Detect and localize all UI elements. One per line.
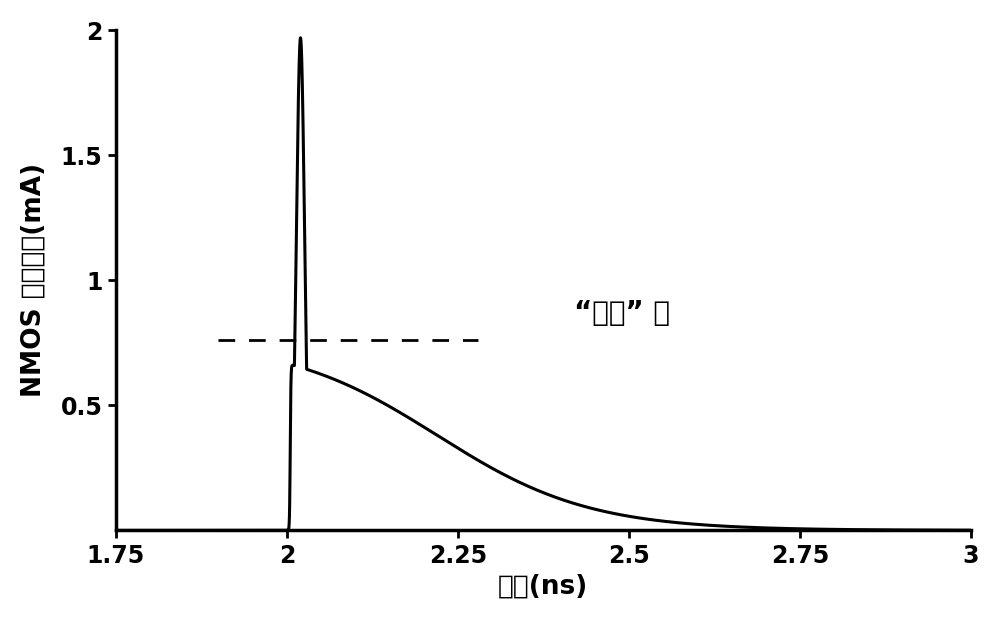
X-axis label: 时间(ns): 时间(ns) (498, 573, 588, 599)
Y-axis label: NMOS 漏电电流(mA): NMOS 漏电电流(mA) (21, 163, 47, 397)
Text: “台阶” 区: “台阶” 区 (574, 299, 670, 327)
